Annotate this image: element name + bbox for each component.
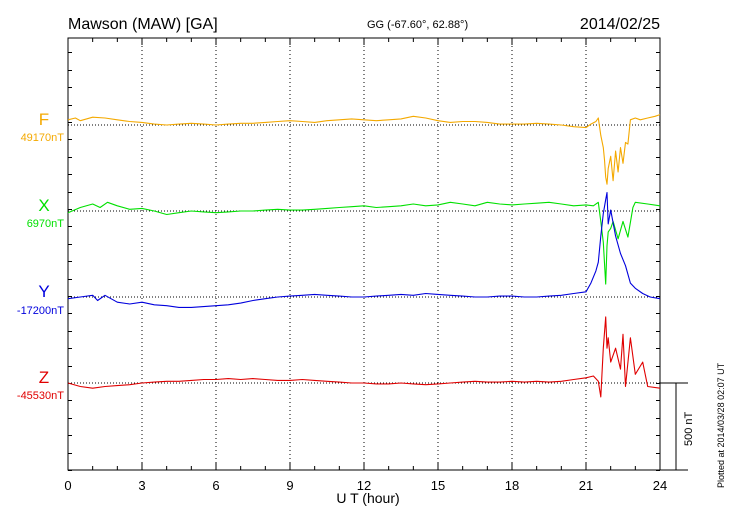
series-y-baseline-value: -17200nT — [17, 305, 64, 317]
series-z-baseline-value: -45530nT — [17, 390, 64, 402]
x-tick-label: 24 — [653, 478, 667, 493]
x-tick-label: 0 — [64, 478, 71, 493]
station-title: Mawson (MAW) [GA] — [68, 16, 218, 33]
series-lines — [67, 114, 661, 398]
series-y-line — [67, 192, 661, 308]
x-tick-label: 18 — [505, 478, 519, 493]
series-x-baseline-value: 6970nT — [27, 218, 65, 230]
x-axis-label: U T (hour) — [336, 490, 399, 506]
x-tick-label: 6 — [212, 478, 219, 493]
series-x-line — [67, 201, 661, 285]
x-tick-label: 21 — [579, 478, 593, 493]
x-tick-label: 12 — [357, 478, 371, 493]
series-x-label: X — [38, 196, 49, 215]
plotted-at-note: Plotted at 2014/03/28 02:07 UT — [716, 362, 726, 488]
scale-bar: 500 nT — [660, 382, 695, 471]
series-z-label: Z — [39, 368, 49, 387]
vertical-gridlines — [141, 38, 587, 470]
x-tick-label: 15 — [431, 478, 445, 493]
x-tick-label: 9 — [286, 478, 293, 493]
series-y-label: Y — [38, 282, 49, 301]
axis-ticks — [67, 38, 661, 471]
series-f-label: F — [39, 110, 49, 129]
series-f-line — [67, 114, 661, 185]
chart-date: 2014/02/25 — [580, 16, 660, 33]
x-tick-labels: 0 3 6 9 12 15 18 21 24 — [64, 478, 667, 493]
series-labels: F 49170nT X 6970nT Y -17200nT Z -45530nT — [17, 110, 64, 402]
x-tick-label: 3 — [138, 478, 145, 493]
series-f-baseline-value: 49170nT — [21, 132, 65, 144]
scale-bar-label: 500 nT — [683, 411, 695, 446]
series-z-line — [67, 316, 661, 398]
station-coordinates: GG (-67.60°, 62.88°) — [367, 19, 468, 31]
